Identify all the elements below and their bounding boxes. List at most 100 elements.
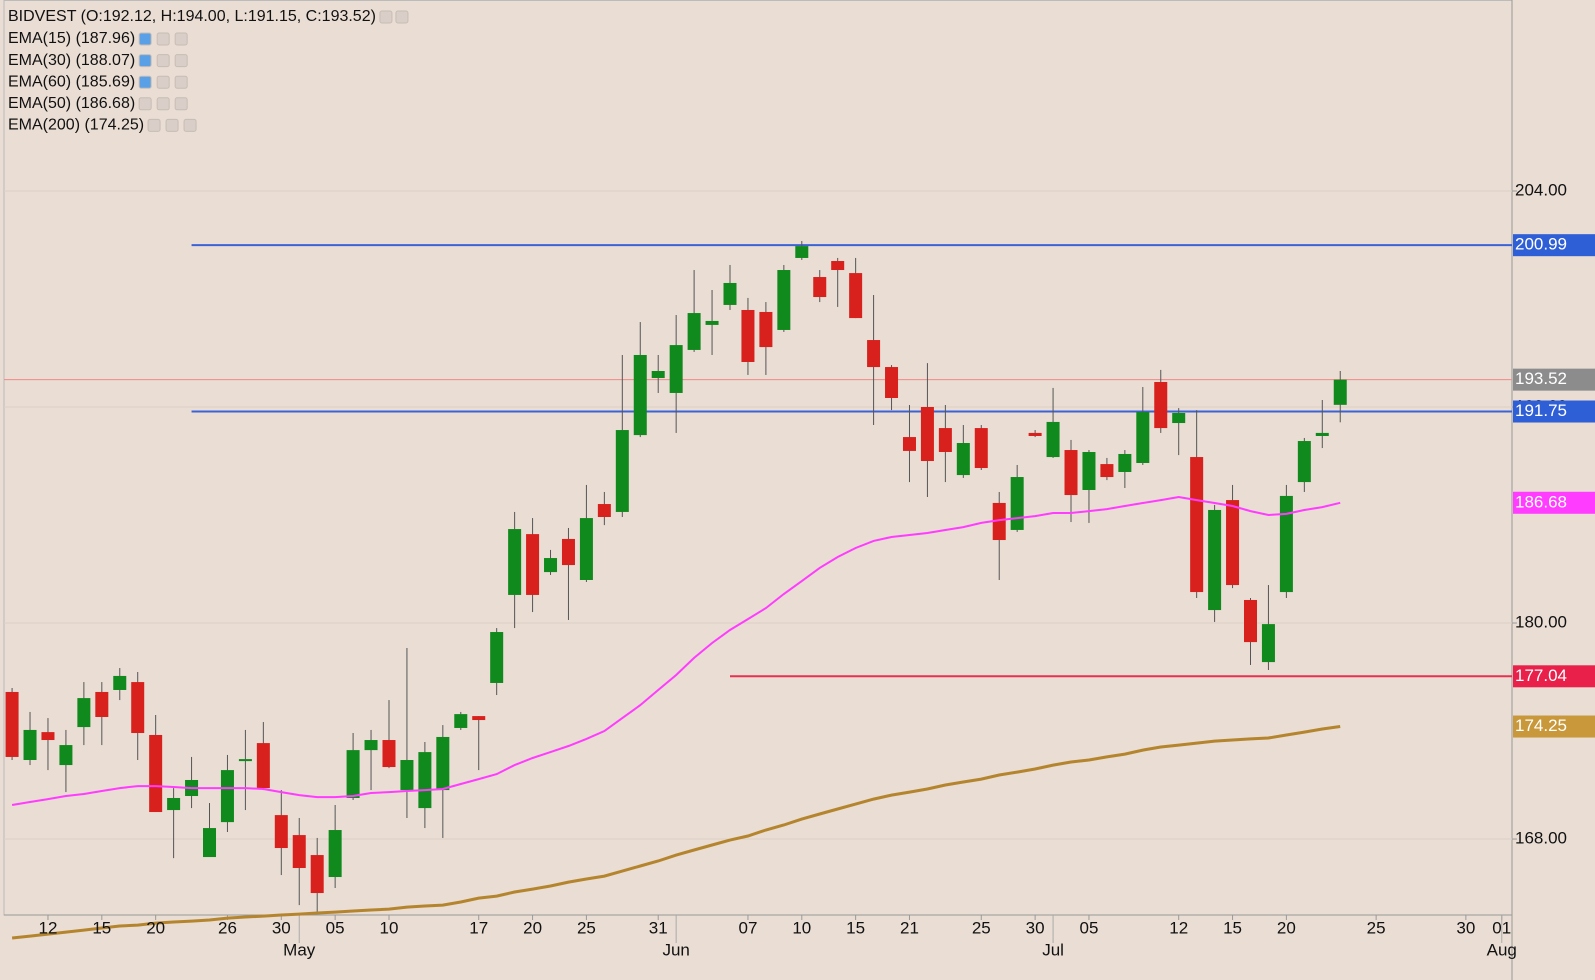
candle-body bbox=[310, 855, 324, 894]
candle-body bbox=[256, 743, 270, 789]
candle-body bbox=[490, 632, 504, 683]
legend-icon bbox=[174, 75, 188, 89]
legend-icon bbox=[156, 32, 170, 46]
legend-icon bbox=[147, 118, 161, 132]
last-price-label: 193.52 bbox=[1515, 369, 1567, 388]
hline-label: 200.99 bbox=[1515, 235, 1567, 254]
x-tick-label: 30 bbox=[1456, 918, 1475, 937]
legend-entry: EMA(60) (185.69) bbox=[8, 73, 135, 90]
candle-body bbox=[1208, 509, 1222, 611]
y-tick-label: 180.00 bbox=[1515, 613, 1567, 632]
candle-body bbox=[1064, 450, 1078, 496]
month-label: Jul bbox=[1042, 940, 1064, 959]
candle-body bbox=[1118, 453, 1132, 472]
candle-body bbox=[508, 529, 522, 595]
legend-icon bbox=[183, 118, 197, 132]
candle-body bbox=[831, 261, 845, 271]
candle-body bbox=[454, 714, 468, 728]
candle-body bbox=[203, 828, 217, 858]
candle-body bbox=[633, 354, 647, 436]
candle-body bbox=[813, 277, 827, 298]
candle-body bbox=[974, 428, 988, 469]
indicator-label: 174.25 bbox=[1515, 716, 1567, 735]
candle-body bbox=[956, 443, 970, 476]
candle-body bbox=[544, 558, 558, 573]
candle-body bbox=[1333, 379, 1347, 405]
x-tick-label: 20 bbox=[146, 918, 165, 937]
candle-body bbox=[77, 698, 91, 728]
candle-body bbox=[902, 437, 916, 451]
x-tick-label: 31 bbox=[649, 918, 668, 937]
hline-label-bg bbox=[1513, 665, 1595, 688]
x-tick-label: 07 bbox=[738, 918, 757, 937]
candle-body bbox=[526, 534, 540, 595]
plot-area bbox=[3, 0, 1513, 916]
legend-icon bbox=[165, 118, 179, 132]
candle-body bbox=[364, 740, 378, 751]
candle-body bbox=[705, 320, 719, 325]
candle-body bbox=[23, 729, 37, 761]
candle-body bbox=[1028, 432, 1042, 436]
x-tick-label: 15 bbox=[92, 918, 111, 937]
y-tick-label: 168.00 bbox=[1515, 829, 1567, 848]
candle-body bbox=[328, 830, 342, 878]
candle-body bbox=[1082, 452, 1096, 490]
candle-body bbox=[597, 504, 611, 517]
candle-body bbox=[113, 675, 127, 690]
legend-icon bbox=[138, 97, 152, 111]
title-icon bbox=[379, 10, 393, 24]
grid bbox=[4, 190, 1517, 943]
legend-icon bbox=[138, 75, 152, 89]
indicator-label: 186.68 bbox=[1515, 492, 1567, 511]
x-tick-label: 25 bbox=[577, 918, 596, 937]
candle-body bbox=[274, 815, 288, 849]
legend-icon bbox=[156, 54, 170, 68]
candle-body bbox=[723, 282, 737, 305]
candle-body bbox=[59, 745, 73, 766]
x-tick-label: 05 bbox=[1080, 918, 1099, 937]
candle-body bbox=[472, 716, 486, 721]
legend-entry: EMA(15) (187.96) bbox=[8, 30, 135, 47]
candle-body bbox=[741, 309, 755, 363]
legend-icon bbox=[156, 75, 170, 89]
candle-body bbox=[1297, 441, 1311, 483]
month-label: May bbox=[283, 940, 316, 959]
month-label: Aug bbox=[1487, 940, 1517, 959]
legend-entry: EMA(30) (188.07) bbox=[8, 52, 135, 69]
x-tick-label: 15 bbox=[846, 918, 865, 937]
candle-body bbox=[920, 407, 934, 462]
x-tick-label: 10 bbox=[792, 918, 811, 937]
candle-body bbox=[615, 430, 629, 512]
title-icon bbox=[395, 10, 409, 24]
x-tick-label: 01 bbox=[1492, 918, 1511, 937]
x-tick-label: 25 bbox=[972, 918, 991, 937]
y-tick-label: 204.00 bbox=[1515, 180, 1567, 199]
hline-label-bg bbox=[1513, 400, 1595, 423]
x-tick-label: 20 bbox=[523, 918, 542, 937]
x-tick-label: 21 bbox=[900, 918, 919, 937]
candle-body bbox=[849, 273, 863, 319]
chart-title: BIDVEST (O:192.12, H:194.00, L:191.15, C… bbox=[8, 8, 376, 25]
x-tick-label: 30 bbox=[272, 918, 291, 937]
candle-body bbox=[149, 734, 163, 813]
candle-body bbox=[885, 367, 899, 399]
candle-body bbox=[220, 770, 234, 823]
labels: EMA(15) (187.96) EMA(30) (188.07) EMA(60) … bbox=[8, 10, 1595, 959]
candle-body bbox=[669, 345, 683, 393]
candle-body bbox=[1315, 432, 1329, 436]
indicator-label-bg bbox=[1513, 715, 1595, 738]
candle-body bbox=[238, 759, 252, 762]
candle-body bbox=[1136, 412, 1150, 463]
candle-body bbox=[795, 246, 809, 258]
indicator-label-bg bbox=[1513, 491, 1595, 514]
candle-body bbox=[687, 313, 701, 350]
last-price-label-bg bbox=[1513, 368, 1595, 391]
x-tick-label: 10 bbox=[380, 918, 399, 937]
legend-icon bbox=[156, 97, 170, 111]
candle-body bbox=[579, 518, 593, 580]
x-tick-label: 26 bbox=[218, 918, 237, 937]
x-tick-label: 15 bbox=[1223, 918, 1242, 937]
legend-icon bbox=[138, 32, 152, 46]
